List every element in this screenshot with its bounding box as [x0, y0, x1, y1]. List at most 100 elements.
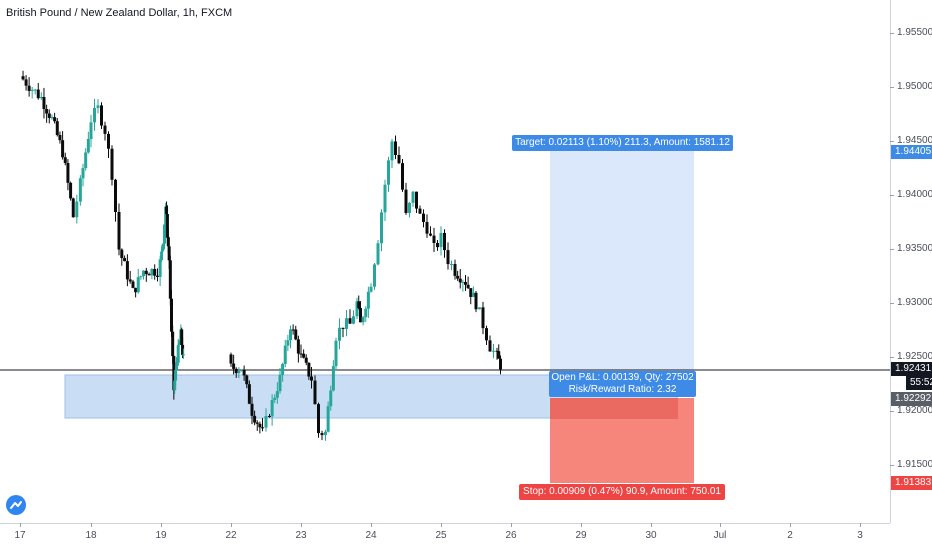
candle-body — [134, 287, 138, 293]
candle-body — [153, 268, 157, 276]
candle-body — [329, 390, 333, 407]
price-tick-mark — [890, 303, 894, 304]
candle-body — [307, 362, 311, 377]
candle-body — [397, 154, 401, 164]
date-tick-mark — [371, 523, 372, 527]
candle-body — [142, 270, 145, 277]
candle-body — [174, 365, 178, 370]
candle-body — [313, 380, 317, 405]
candle-body — [86, 139, 90, 153]
date-tick-label: 29 — [575, 530, 587, 541]
candle-body — [163, 224, 166, 244]
candle-body — [78, 178, 82, 202]
date-tick-mark — [441, 523, 442, 527]
candle-body — [275, 391, 279, 398]
candle-body — [364, 308, 368, 318]
candle-body — [110, 148, 114, 180]
candle-body — [158, 259, 162, 277]
candle-body — [345, 318, 348, 329]
candle-body — [247, 384, 251, 404]
candle-body — [165, 214, 169, 238]
candle-body — [270, 399, 274, 417]
current-price-tag: 1.92431 — [891, 362, 932, 376]
candle-body — [24, 79, 28, 86]
candle-body — [61, 140, 65, 158]
candle-body — [273, 397, 277, 400]
candle-body — [497, 351, 501, 359]
candle-body — [66, 163, 70, 183]
price-tick-mark — [890, 33, 894, 34]
candle-body — [55, 121, 59, 135]
candle-body — [114, 179, 117, 212]
candle-body — [404, 189, 408, 213]
candle-body — [180, 329, 184, 345]
target-zone — [550, 151, 694, 372]
candle-body — [181, 344, 185, 356]
price-tick-label: 1.94500 — [897, 135, 932, 146]
candle-body — [432, 235, 436, 243]
candle-body — [373, 264, 376, 287]
stop-label[interactable]: Stop: 0.00909 (0.47%) 90.9, Amount: 750.… — [519, 484, 725, 500]
date-tick-label: Jul — [713, 530, 727, 541]
target-price-tag: 1.94405 — [891, 145, 932, 159]
candle-body — [296, 339, 300, 354]
candle-body — [166, 237, 170, 247]
entry-progress-zone — [550, 398, 678, 419]
candle-body — [418, 208, 422, 214]
price-tick-label: 1.95000 — [897, 81, 932, 92]
candle-body — [167, 246, 171, 261]
candle-body — [161, 243, 165, 249]
candle-body — [286, 340, 290, 346]
candle-body — [436, 242, 439, 248]
candle-body — [348, 318, 352, 324]
candle-body — [255, 422, 259, 424]
price-tick-label: 1.92500 — [897, 351, 932, 362]
date-tick-mark — [581, 523, 582, 527]
candle-body — [156, 275, 159, 277]
candle-body — [268, 416, 271, 418]
candle-body — [39, 97, 43, 99]
candle-body — [331, 366, 335, 391]
candle-body — [172, 356, 176, 391]
candle-body — [281, 363, 285, 375]
date-tick-mark — [91, 523, 92, 527]
candle-body — [120, 249, 124, 259]
date-tick-label: 26 — [505, 530, 517, 541]
date-tick-mark — [651, 523, 652, 527]
date-tick-label: 25 — [435, 530, 447, 541]
open-pnl-label[interactable]: Open P&L: 0.00139, Qty: 27502 Risk/Rewar… — [549, 371, 696, 397]
price-tick-mark — [890, 141, 894, 142]
candle-body — [150, 268, 154, 276]
candle-body — [160, 248, 164, 252]
candle-body — [240, 369, 243, 372]
target-label[interactable]: Target: 0.02113 (1.10%) 211.3, Amount: 1… — [512, 135, 733, 151]
date-tick-mark — [161, 523, 162, 527]
candle-body — [128, 279, 132, 282]
candle-body — [355, 301, 359, 317]
stop-price-tag: 1.91383 — [891, 476, 932, 490]
candle-body — [136, 277, 140, 293]
candle-body — [450, 264, 453, 266]
candle-body — [492, 350, 495, 352]
candle-body — [178, 340, 182, 344]
candle-body — [47, 113, 51, 119]
candle-body — [456, 275, 460, 279]
candle-body — [168, 260, 172, 299]
date-tick-label: 24 — [365, 530, 377, 541]
candle-body — [131, 281, 135, 288]
candle-body — [250, 403, 254, 416]
candle-body — [84, 152, 88, 169]
candle-body — [415, 191, 418, 209]
candle-body — [147, 274, 151, 276]
candle-body — [443, 232, 446, 251]
tradingview-logo-icon[interactable] — [6, 495, 26, 515]
candle-body — [237, 371, 241, 374]
candle-body — [69, 182, 73, 199]
candle-body — [242, 369, 246, 376]
candle-body — [387, 160, 390, 185]
candle-body — [173, 380, 177, 391]
candle-body — [485, 328, 488, 341]
candle-body — [261, 427, 264, 429]
